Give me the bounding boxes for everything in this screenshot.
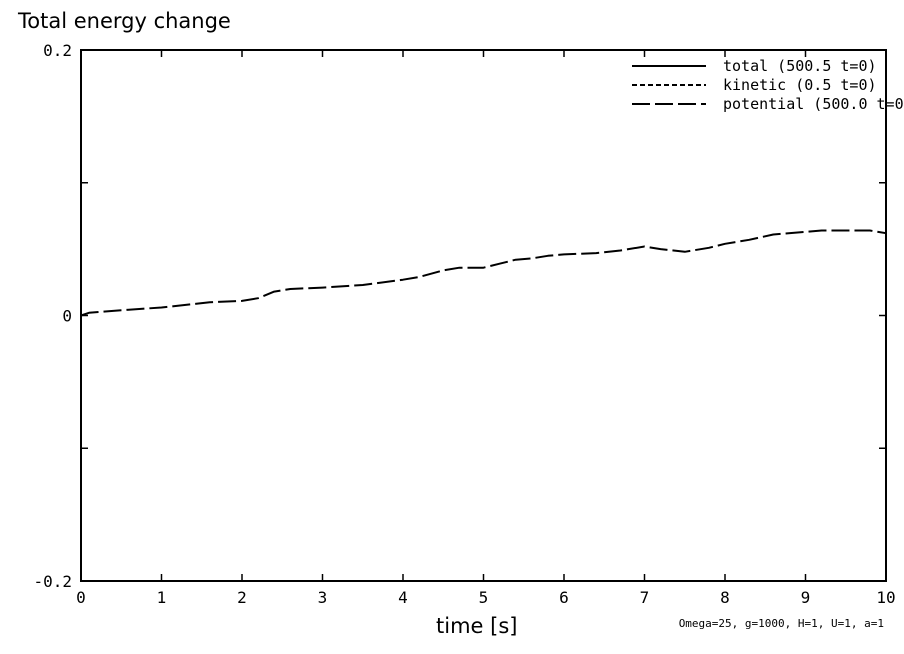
x-tick-label: 7 (640, 588, 650, 607)
x-tick-label: 8 (720, 588, 730, 607)
x-tick-label: 0 (76, 588, 86, 607)
x-tick-label: 6 (559, 588, 569, 607)
x-axis-label: time [s] (436, 614, 517, 638)
series-layer (80, 229, 887, 317)
parameter-annotation: Omega=25, g=1000, H=1, U=1, a=1 (679, 617, 884, 630)
x-tick-label: 2 (237, 588, 247, 607)
series-line-long-dash (80, 229, 887, 317)
plot-area-frame (80, 49, 887, 582)
x-tick-label: 9 (801, 588, 811, 607)
legend-label: kinetic (0.5 t=0) (723, 76, 877, 94)
legend-label: potential (500.0 t=0 (723, 95, 904, 113)
chart-title: Total energy change (17, 9, 231, 33)
y-tick-label: -0.2 (33, 572, 72, 591)
y-tick-label: 0.2 (43, 41, 72, 60)
legend: total (500.5 t=0)kinetic (0.5 t=0)potent… (632, 57, 904, 113)
x-tick-label: 3 (318, 588, 328, 607)
x-tick-label: 10 (876, 588, 895, 607)
y-tick-label: 0 (62, 307, 72, 326)
x-tick-label: 4 (398, 588, 408, 607)
x-tick-label: 5 (479, 588, 489, 607)
x-axis: 0 1 2 3 4 5 6 7 8 9 10 (76, 50, 896, 607)
legend-label: total (500.5 t=0) (723, 57, 877, 75)
x-tick-label: 1 (157, 588, 167, 607)
y-axis: -0.2 0 0.2 (33, 41, 886, 591)
